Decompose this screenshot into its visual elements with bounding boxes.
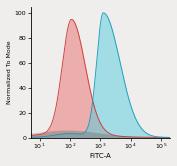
X-axis label: FITC-A: FITC-A — [89, 153, 111, 159]
Y-axis label: Normalized To Mode: Normalized To Mode — [7, 40, 12, 104]
